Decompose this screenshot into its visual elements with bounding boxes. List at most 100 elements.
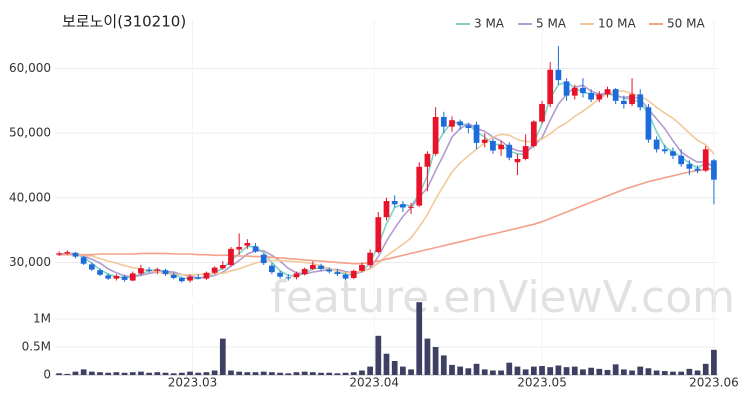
- volume-bar: [326, 372, 333, 375]
- candle-body: [105, 275, 112, 279]
- volume-bar: [440, 355, 447, 375]
- volume-bar: [342, 372, 349, 375]
- volume-bar: [301, 371, 308, 375]
- watermark: feature.enViewV.com: [270, 272, 735, 323]
- candle-body: [269, 265, 275, 273]
- volume-bar: [64, 373, 71, 375]
- volume-bar: [702, 363, 709, 375]
- candle-body: [580, 87, 586, 94]
- candle-body: [64, 252, 71, 254]
- candle-body: [195, 277, 202, 279]
- candle-body: [260, 254, 267, 264]
- volume-bar: [195, 372, 202, 375]
- candle-body: [391, 201, 398, 205]
- volume-bar: [56, 373, 62, 375]
- candle-body: [481, 139, 488, 143]
- volume-bar: [121, 372, 128, 375]
- candle-body: [661, 149, 668, 152]
- candle-body: [686, 164, 693, 169]
- volume-bar: [547, 367, 554, 375]
- volume-tick-label: 1M: [33, 312, 51, 326]
- candle-body: [88, 264, 95, 270]
- volume-bar: [416, 302, 423, 375]
- candle-body: [506, 144, 513, 158]
- volume-bar: [694, 370, 701, 375]
- candle-body: [56, 253, 62, 255]
- volume-bar: [457, 366, 464, 375]
- volume-bar: [539, 366, 545, 375]
- volume-bar: [678, 371, 685, 375]
- volume-bar: [424, 338, 431, 375]
- volume-bar: [277, 372, 283, 375]
- volume-bar: [228, 370, 234, 375]
- volume-bar: [686, 368, 693, 375]
- candle-body: [146, 269, 152, 271]
- volume-bar: [179, 372, 185, 375]
- volume-bar: [236, 371, 243, 375]
- volume-bar: [129, 372, 136, 375]
- volume-bar: [400, 366, 406, 375]
- volume-bar: [490, 370, 496, 375]
- volume-bar: [113, 372, 120, 375]
- candle-body: [318, 265, 324, 269]
- volume-bar: [146, 372, 152, 375]
- volume-bar: [498, 370, 504, 375]
- candle-body: [670, 151, 676, 156]
- volume-bar: [711, 349, 717, 375]
- x-tick-label: 2023.04: [349, 376, 399, 390]
- candle-body: [621, 100, 627, 105]
- candle-body: [129, 273, 136, 281]
- x-tick-label: 2023.05: [517, 376, 567, 390]
- candle-body: [637, 94, 644, 108]
- volume-bar: [506, 362, 513, 375]
- candle-body: [244, 243, 251, 246]
- volume-bar: [661, 371, 668, 375]
- candle-body: [571, 87, 578, 96]
- candle-body: [440, 116, 447, 127]
- volume-bar: [80, 369, 87, 375]
- volume-bar: [596, 368, 603, 375]
- legend-label: 5 MA: [536, 17, 567, 31]
- candle-body: [277, 272, 283, 277]
- volume-bar: [514, 366, 521, 375]
- candle-body: [702, 149, 709, 171]
- candle-body: [375, 217, 382, 253]
- candle-body: [547, 69, 554, 105]
- volume-bar: [391, 361, 398, 375]
- volume-bar: [318, 372, 324, 375]
- candle-body: [285, 277, 292, 279]
- y-tick-label: 50,000: [9, 126, 51, 140]
- candle-body: [432, 116, 439, 154]
- volume-bar: [252, 372, 259, 375]
- candle-body: [293, 273, 300, 278]
- ma-line: [59, 84, 715, 279]
- candle-body: [588, 93, 594, 100]
- ma-line: [59, 90, 715, 276]
- volume-bar: [88, 371, 95, 375]
- candle-body: [97, 270, 103, 275]
- candle-body: [211, 267, 218, 273]
- candle-body: [645, 107, 652, 140]
- candle-body: [694, 168, 701, 171]
- candle-body: [301, 268, 308, 275]
- volume-bar: [555, 365, 562, 375]
- candle-body: [596, 94, 603, 100]
- candle-body: [490, 140, 496, 151]
- volume-bar: [481, 369, 488, 375]
- volume-tick-label: 0.5M: [22, 340, 51, 354]
- volume-bar: [170, 373, 177, 375]
- candle-body: [653, 139, 660, 150]
- x-tick-label: 2023.03: [168, 376, 218, 390]
- candle-body: [228, 248, 234, 266]
- volume-bar: [645, 368, 652, 375]
- volume-bar: [612, 364, 619, 375]
- volume-bar: [203, 372, 210, 375]
- y-tick-label: 30,000: [9, 255, 51, 269]
- candle-body: [465, 125, 472, 128]
- volume-bar: [350, 372, 357, 375]
- candle-body: [187, 276, 193, 281]
- legend-label: 50 MA: [667, 17, 705, 31]
- volume-bar: [449, 364, 455, 375]
- candle-body: [629, 94, 635, 105]
